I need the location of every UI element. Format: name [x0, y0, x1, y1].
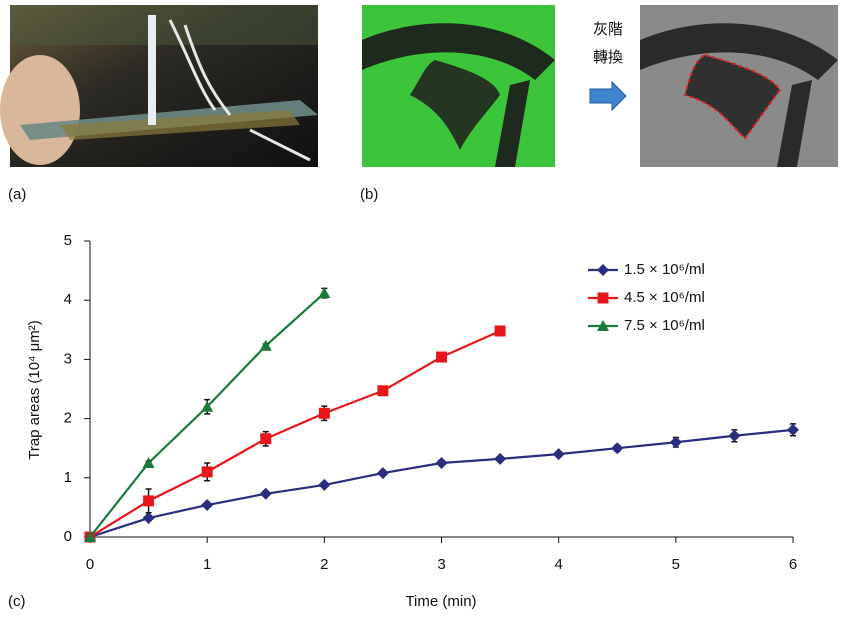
data-point: [495, 325, 506, 336]
figure: 灰階 轉換 (a) (b) (c) Time (min) Trap areas …: [0, 0, 844, 615]
data-point: [728, 430, 740, 442]
data-point: [377, 467, 389, 479]
data-point: [318, 287, 330, 298]
data-point: [494, 453, 506, 465]
x-tick-label: 4: [554, 556, 562, 573]
photo-b-color: [362, 5, 555, 167]
data-point: [201, 499, 213, 511]
data-point: [670, 436, 682, 448]
data-point: [611, 442, 623, 454]
data-point: [319, 408, 330, 419]
arrow: [590, 82, 626, 110]
x-tick-label: 0: [86, 556, 94, 573]
data-point: [553, 448, 565, 460]
legend-marker: [597, 264, 609, 276]
y-tick-label: 2: [64, 410, 72, 427]
x-axis-label: Time (min): [405, 593, 476, 610]
legend-marker: [598, 293, 609, 304]
y-tick-label: 5: [64, 232, 72, 249]
convert-label: 轉換: [593, 49, 623, 66]
y-tick-label: 3: [64, 350, 72, 367]
series-line: [90, 430, 793, 537]
data-point: [318, 479, 330, 491]
panel-label: (b): [360, 186, 378, 203]
x-tick-label: 6: [789, 556, 797, 573]
plot: 0 1 2 3 4 5 0 1 2 3 4 5 6 1.5 × 10⁶/ml 4.5 × 10⁶/ml 7.5…: [64, 232, 799, 573]
convert-label: 灰階: [593, 21, 623, 38]
x-tick-label: 2: [320, 556, 328, 573]
data-point: [787, 424, 799, 436]
y-axis-label: Trap areas (10⁴ μm²): [26, 320, 43, 460]
photo-a: [0, 5, 318, 167]
legend-label: 4.5 × 10⁶/ml: [624, 289, 705, 306]
y-tick-label: 1: [64, 469, 72, 486]
x-tick-label: 5: [672, 556, 680, 573]
data-point: [143, 512, 155, 524]
y-tick-label: 4: [64, 291, 72, 308]
data-point: [143, 495, 154, 506]
data-point: [260, 433, 271, 444]
data-point: [202, 466, 213, 477]
legend-label: 1.5 × 10⁶/ml: [624, 261, 705, 278]
data-point: [260, 488, 272, 500]
data-point: [436, 457, 448, 469]
x-tick-label: 3: [437, 556, 445, 573]
data-point: [436, 352, 447, 363]
photo-b-gray: [640, 5, 838, 167]
data-point: [377, 385, 388, 396]
panel-label: (c): [8, 593, 26, 610]
x-tick-label: 1: [203, 556, 211, 573]
panel-label: (a): [8, 186, 26, 203]
legend-label: 7.5 × 10⁶/ml: [624, 317, 705, 334]
y-tick-label: 0: [64, 528, 72, 545]
